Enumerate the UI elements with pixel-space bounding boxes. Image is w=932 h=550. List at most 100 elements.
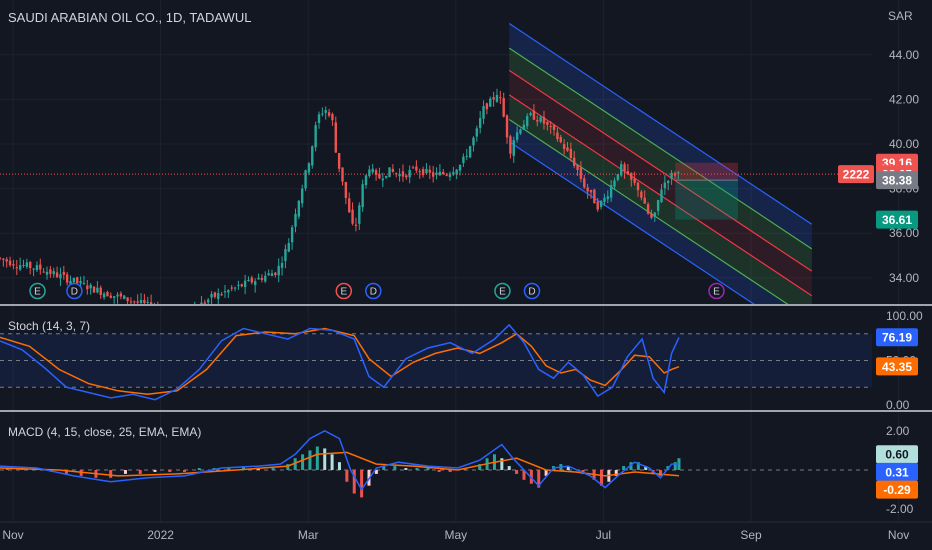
macd-histogram-bar[interactable] xyxy=(673,462,677,470)
candle-body[interactable] xyxy=(109,295,113,298)
earnings-icon[interactable] xyxy=(335,282,353,300)
candle-body[interactable] xyxy=(435,172,438,175)
candle-body[interactable] xyxy=(240,284,243,287)
candle-body[interactable] xyxy=(425,168,428,174)
candle-body[interactable] xyxy=(546,121,549,125)
macd-histogram-bar[interactable] xyxy=(64,470,68,474)
candle-body[interactable] xyxy=(374,170,378,176)
candle-body[interactable] xyxy=(398,173,401,177)
candle-body[interactable] xyxy=(220,294,223,296)
macd-histogram-bar[interactable] xyxy=(271,468,275,470)
candle-body[interactable] xyxy=(190,315,192,316)
candle-body[interactable] xyxy=(646,204,650,214)
candle-body[interactable] xyxy=(18,265,22,270)
candle-body[interactable] xyxy=(348,198,351,213)
earnings-icon[interactable] xyxy=(494,282,511,300)
candle-body[interactable] xyxy=(606,196,609,200)
candle-body[interactable] xyxy=(170,308,172,311)
ticker-badge[interactable] xyxy=(838,165,874,184)
macd-histogram-bar[interactable] xyxy=(515,470,519,474)
candle-body[interactable] xyxy=(307,163,311,173)
candle-body[interactable] xyxy=(489,98,492,107)
candle-body[interactable] xyxy=(485,103,489,110)
candle-body[interactable] xyxy=(431,172,435,177)
candle-body[interactable] xyxy=(45,271,49,275)
macd-histogram-bar[interactable] xyxy=(644,466,648,470)
candle-body[interactable] xyxy=(663,182,667,189)
macd-histogram-bar[interactable] xyxy=(507,466,511,470)
candle-body[interactable] xyxy=(76,277,79,284)
candle-body[interactable] xyxy=(62,271,66,275)
candle-body[interactable] xyxy=(112,296,116,298)
candle-body[interactable] xyxy=(643,197,646,204)
candle-body[interactable] xyxy=(264,275,267,282)
candle-body[interactable] xyxy=(623,164,626,172)
candle-body[interactable] xyxy=(163,310,165,313)
candle-body[interactable] xyxy=(505,115,509,138)
candle-body[interactable] xyxy=(311,146,314,166)
candle-body[interactable] xyxy=(177,309,179,312)
candle-body[interactable] xyxy=(25,262,29,267)
macd-histogram-bar[interactable] xyxy=(293,458,297,470)
macd-histogram-bar[interactable] xyxy=(153,470,157,472)
candle-body[interactable] xyxy=(217,293,220,299)
candle-body[interactable] xyxy=(428,169,432,173)
candle-body[interactable] xyxy=(260,277,264,280)
macd-panel[interactable] xyxy=(0,429,872,498)
macd-histogram-bar[interactable] xyxy=(315,446,319,470)
candle-body[interactable] xyxy=(321,113,324,115)
candle-body[interactable] xyxy=(616,174,620,180)
macd-histogram-bar[interactable] xyxy=(301,454,305,470)
candle-body[interactable] xyxy=(99,287,102,295)
candle-body[interactable] xyxy=(536,120,539,122)
candle-body[interactable] xyxy=(0,257,2,259)
macd-histogram-bar[interactable] xyxy=(138,470,142,474)
candle-body[interactable] xyxy=(8,260,12,266)
candle-body[interactable] xyxy=(106,291,109,297)
regression-channel[interactable] xyxy=(508,23,813,343)
candle-body[interactable] xyxy=(465,155,468,157)
macd-histogram-bar[interactable] xyxy=(478,464,482,470)
candle-body[interactable] xyxy=(573,157,576,166)
dividend-icon[interactable] xyxy=(66,282,83,300)
candle-body[interactable] xyxy=(92,286,96,293)
macd-histogram-bar[interactable] xyxy=(437,470,441,472)
candle-body[interactable] xyxy=(82,282,86,284)
candle-body[interactable] xyxy=(499,97,502,99)
candle-body[interactable] xyxy=(153,309,155,310)
symbol-title[interactable]: SAUDI ARABIAN OIL CO., 1D, TADAWUL xyxy=(8,10,252,25)
candle-body[interactable] xyxy=(89,284,92,289)
candle-body[interactable] xyxy=(583,178,586,188)
candle-body[interactable] xyxy=(133,301,136,303)
candle-body[interactable] xyxy=(388,167,391,178)
candles[interactable] xyxy=(0,88,680,322)
candle-body[interactable] xyxy=(502,97,505,117)
candle-body[interactable] xyxy=(532,110,536,120)
macd-histogram-bar[interactable] xyxy=(393,466,397,470)
candle-body[interactable] xyxy=(116,294,119,297)
candle-body[interactable] xyxy=(297,200,301,217)
macd-histogram-bar[interactable] xyxy=(123,470,127,474)
candle-body[interactable] xyxy=(576,164,579,170)
candle-body[interactable] xyxy=(549,126,552,128)
candle-body[interactable] xyxy=(609,185,613,198)
macd-histogram-bar[interactable] xyxy=(537,470,541,488)
candle-body[interactable] xyxy=(86,285,89,290)
candle-body[interactable] xyxy=(213,292,217,297)
candle-body[interactable] xyxy=(157,309,159,310)
candle-body[interactable] xyxy=(267,273,270,276)
candle-body[interactable] xyxy=(143,300,146,304)
candle-body[interactable] xyxy=(364,175,368,186)
candle-body[interactable] xyxy=(650,213,653,218)
candle-body[interactable] xyxy=(49,269,52,274)
candle-body[interactable] xyxy=(522,124,526,130)
candle-body[interactable] xyxy=(468,146,472,158)
candle-body[interactable] xyxy=(495,94,499,102)
stoch-panel[interactable] xyxy=(0,323,872,401)
candle-body[interactable] xyxy=(613,180,616,187)
candle-body[interactable] xyxy=(556,132,559,140)
candle-body[interactable] xyxy=(314,125,317,148)
candle-body[interactable] xyxy=(206,299,210,303)
earnings-icon[interactable] xyxy=(29,282,46,300)
